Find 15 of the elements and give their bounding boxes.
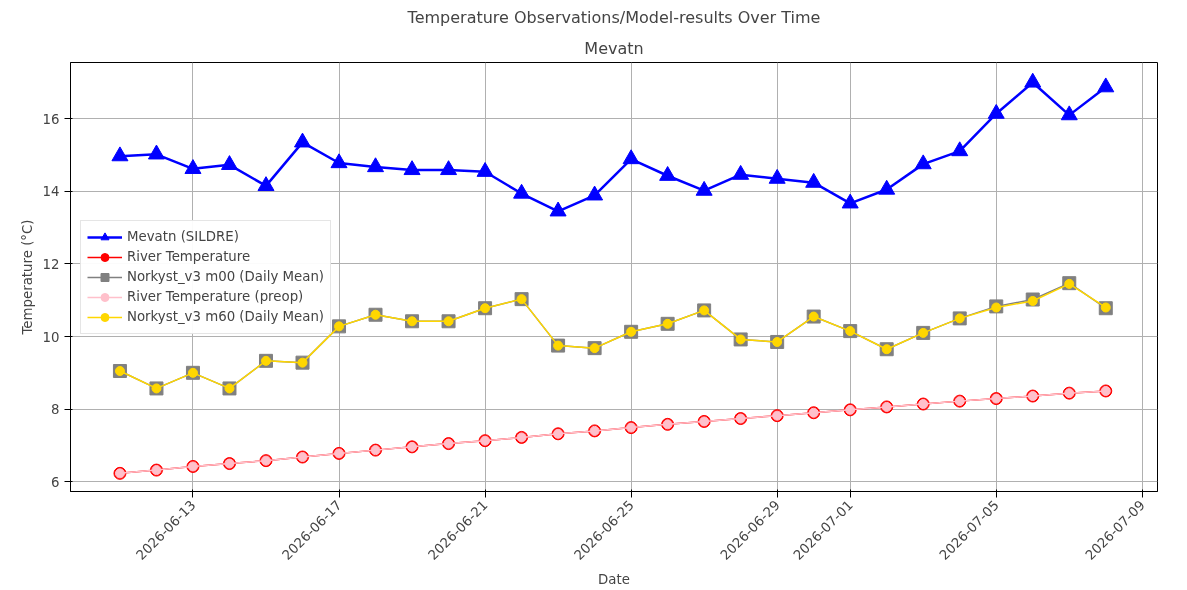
chart-subtitle: Mevatn: [584, 38, 644, 58]
y-tick-label: 14: [42, 184, 60, 200]
y-axis-title: Temperature (°C): [19, 219, 35, 336]
legend-label: Norkyst_v3 m00 (Daily Mean): [127, 269, 325, 284]
y-tick-label: 6: [51, 474, 60, 490]
legend-label: River Temperature (preop): [127, 289, 304, 304]
legend-label: Mevatn (SILDRE): [127, 229, 239, 244]
legend-label: River Temperature: [127, 249, 251, 264]
y-tick-label: 8: [51, 402, 60, 418]
legend-label: Norkyst_v3 m60 (Daily Mean): [127, 309, 325, 324]
chart-title: Temperature Observations/Model-results Over Time: [406, 7, 821, 27]
y-tick-label: 10: [42, 329, 60, 345]
x-axis-title: Date: [598, 572, 630, 588]
y-tick-label: 16: [42, 111, 60, 127]
y-tick-label: 12: [42, 256, 60, 272]
